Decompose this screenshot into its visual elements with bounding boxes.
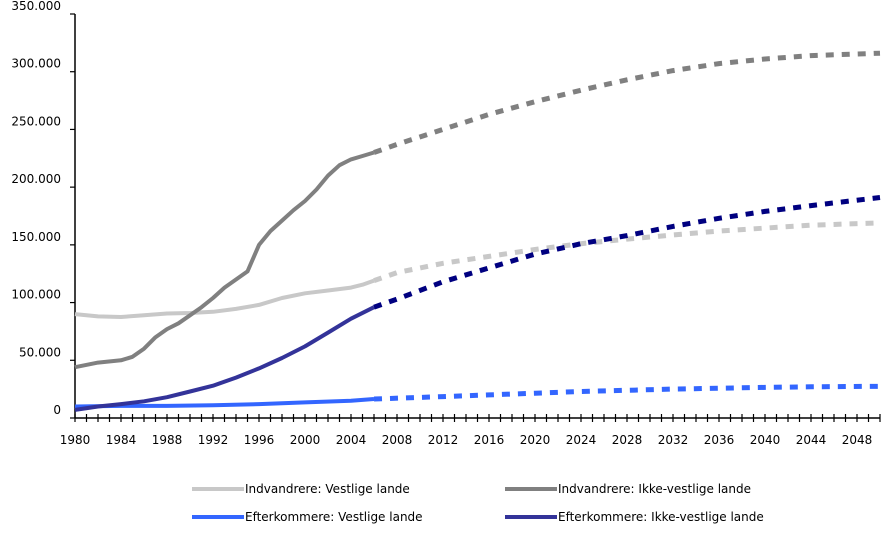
series-observed-line (74, 278, 375, 319)
y-tick-label: 300.000 (11, 57, 61, 71)
x-tick-label: 2024 (566, 433, 597, 447)
x-tick-label: 2008 (382, 433, 413, 447)
y-tick-label: 100.000 (11, 288, 61, 302)
legend-label: Efterkommere: Ikke-vestlige lande (558, 510, 764, 524)
series-projected-line (373, 220, 881, 283)
x-tick-label: 1984 (106, 433, 137, 447)
y-tick-label: 50.000 (19, 345, 61, 359)
series-projected-line (373, 195, 881, 310)
x-tick-label: 2044 (796, 433, 827, 447)
legend: Indvandrere: Vestlige lande Indvandrere: … (192, 482, 764, 524)
x-tick-label: 2020 (520, 433, 551, 447)
x-tick-label: 2036 (704, 433, 735, 447)
series-observed-line (74, 397, 375, 409)
y-tick-label: 350.000 (11, 0, 61, 13)
series-observed-line (74, 150, 375, 370)
series-lines (74, 50, 881, 412)
x-tick-label: 1988 (152, 433, 183, 447)
series-observed-line (74, 305, 375, 412)
x-tick-label: 2012 (428, 433, 459, 447)
x-tick-label: 2032 (658, 433, 689, 447)
x-tick-label: 1980 (60, 433, 91, 447)
x-tick-label: 2016 (474, 433, 505, 447)
legend-label: Indvandrere: Vestlige lande (245, 482, 410, 496)
y-axis: 0 50.000 100.000 150.000 200.000 250.000 300.0… (11, 0, 76, 419)
legend-label: Efterkommere: Vestlige lande (245, 510, 423, 524)
y-tick-label: 0 (53, 403, 61, 417)
x-tick-label: 2040 (750, 433, 781, 447)
legend-label: Indvandrere: Ikke-vestlige lande (558, 482, 751, 496)
x-tick-label: 2028 (612, 433, 643, 447)
y-tick-label: 150.000 (11, 230, 61, 244)
y-tick-label: 200.000 (11, 172, 61, 186)
x-tick-label: 2004 (336, 433, 367, 447)
series-projected-line (373, 383, 881, 402)
y-tick-label: 250.000 (11, 114, 61, 128)
series-projected-line (373, 50, 881, 155)
x-tick-label: 2000 (290, 433, 321, 447)
x-tick-label: 2048 (842, 433, 873, 447)
x-tick-label: 1996 (244, 433, 275, 447)
x-tick-label: 1992 (198, 433, 229, 447)
x-axis: 1980 1984 1988 1992 1996 2000 2004 2008 2012 2016… (60, 414, 881, 447)
